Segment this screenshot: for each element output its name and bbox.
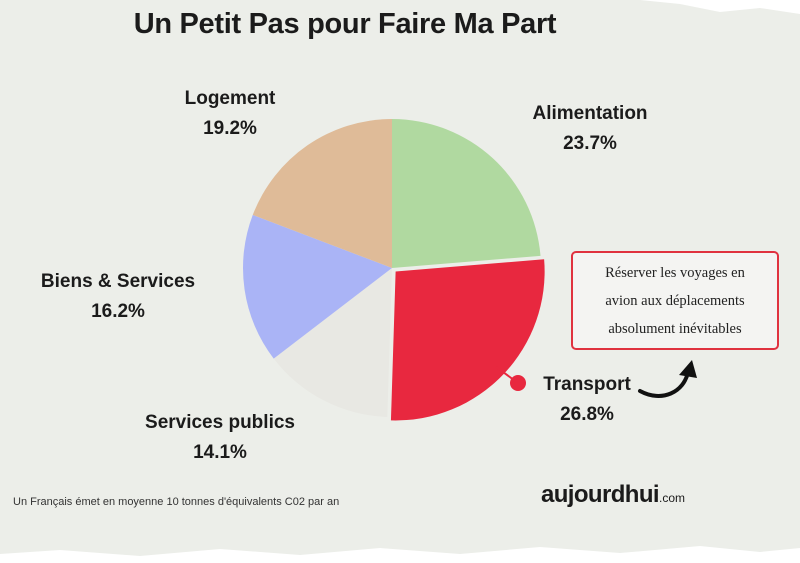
pie-slice-transport <box>390 259 545 421</box>
chart-title: Un Petit Pas pour Faire Ma Part <box>133 8 557 40</box>
arrow-head-icon <box>679 360 697 378</box>
label-services-publics-name: Services publics <box>145 412 295 433</box>
arrow-icon <box>638 370 690 398</box>
label-transport: Transport 26.8% <box>522 370 652 430</box>
pie-slice-services-publics <box>273 268 392 417</box>
label-transport-value: 26.8% <box>560 404 614 425</box>
pie-slice-logement <box>252 119 392 268</box>
transport-marker-dot <box>510 375 526 391</box>
label-services-publics: Services publics 14.1% <box>110 408 330 468</box>
label-services-publics-value: 14.1% <box>193 442 247 463</box>
brand-name: aujourdhui <box>541 481 660 508</box>
label-logement-value: 19.2% <box>203 118 257 139</box>
pie-slice-biens-services <box>243 214 392 359</box>
brand-logo: aujourdhui.com <box>541 481 685 509</box>
callout-line-2: avion aux déplacements <box>605 293 745 309</box>
label-logement-name: Logement <box>184 88 276 109</box>
callout-line-1: Réserver les voyages en <box>605 265 745 281</box>
label-alimentation: Alimentation 23.7% <box>490 99 690 159</box>
label-biens-services-name: Biens & Services <box>40 271 196 292</box>
label-biens-services: Biens & Services 16.2% <box>8 267 228 327</box>
label-alimentation-value: 23.7% <box>563 133 617 154</box>
pie-slice-alimentation <box>392 119 541 268</box>
footnote: Un Français émet en moyenne 10 tonnes d'… <box>13 496 340 508</box>
brand-suffix: .com <box>659 491 686 505</box>
callout-box: Réserver les voyages en avion aux déplac… <box>571 251 779 350</box>
label-biens-services-value: 16.2% <box>91 301 145 322</box>
label-transport-name: Transport <box>543 374 631 395</box>
callout-line-3: absolument inévitables <box>608 321 742 337</box>
label-logement: Logement 19.2% <box>145 84 315 144</box>
label-alimentation-name: Alimentation <box>532 103 648 124</box>
